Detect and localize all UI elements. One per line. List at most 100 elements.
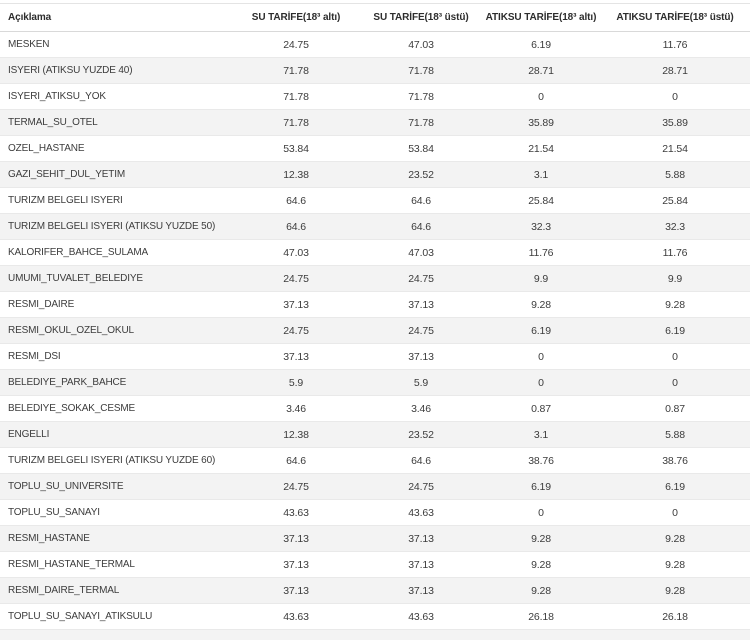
- cell-value: 26.18: [482, 603, 600, 630]
- row-label: RESMI_HASTANE: [0, 525, 232, 552]
- table-row[interactable]: TERMAL_SU_OTEL 71.78 71.78 35.89 35.89: [0, 109, 750, 136]
- table-row[interactable]: TOPLU_SU_UNIVERSITE 24.75 24.75 6.19 6.19: [0, 473, 750, 500]
- row-label: KALORIFER_BAHCE_SULAMA: [0, 239, 232, 266]
- table-row[interactable]: RESMI_HASTANE_TERMAL 37.13 37.13 9.28 9.28: [0, 551, 750, 578]
- cell-value: 64.6: [232, 187, 360, 214]
- table-row[interactable]: UMUMI_TUVALET_BELEDIYE 24.75 24.75 9.9 9.9: [0, 265, 750, 292]
- row-label: TOPLU_SU_SANAYI_ATIKSULU: [0, 603, 232, 630]
- row-label: ISYERI (ATIKSU YUZDE 40): [0, 57, 232, 84]
- row-label: BELEDIYE_SOKAK_CESME: [0, 395, 232, 422]
- table-row[interactable]: OZEL_HASTANE 53.84 53.84 21.54 21.54: [0, 135, 750, 162]
- table-row[interactable]: TURIZM BELGELI ISYERI (ATIKSU YUZDE 60) 6…: [0, 447, 750, 474]
- row-label: TERMAL_SU_OTEL: [0, 109, 232, 136]
- row-label: GAZI_SEHIT_DUL_YETIM: [0, 161, 232, 188]
- cell-value: 71.78: [360, 83, 482, 110]
- row-label: BELEDIYE_PARK_BAHCE: [0, 369, 232, 396]
- table-row[interactable]: BELEDIYE_SOKAK_CESME 3.46 3.46 0.87 0.87: [0, 395, 750, 422]
- table-row[interactable]: RESMI_OKUL_OZEL_OKUL 24.75 24.75 6.19 6.19: [0, 317, 750, 344]
- cell-value: 0: [482, 499, 600, 526]
- table-row[interactable]: BELEDIYE_PARK_BAHCE 5.9 5.9 0 0: [0, 369, 750, 396]
- cell-value: 6.19: [600, 317, 750, 344]
- row-label: TOPLU_SU_SANAYI: [0, 499, 232, 526]
- table-row[interactable]: MESKEN 24.75 47.03 6.19 11.76: [0, 31, 750, 58]
- cell-value: 0: [600, 369, 750, 396]
- table-row[interactable]: GAZI_SEHIT_DUL_YETIM 12.38 23.52 3.1 5.88: [0, 161, 750, 188]
- cell-value: 25.84: [482, 187, 600, 214]
- cell-value: 64.6: [360, 213, 482, 240]
- cell-value: 64.6: [360, 187, 482, 214]
- cell-value: 9.28: [600, 525, 750, 552]
- cell-value: 0: [482, 83, 600, 110]
- cell-value: 3.46: [360, 395, 482, 422]
- cell-value: 9.9: [482, 265, 600, 292]
- table-row[interactable]: ISYERI_ATIKSU_YOK 71.78 71.78 0 0: [0, 83, 750, 110]
- cell-value: 64.6: [232, 447, 360, 474]
- header-row: Açıklama SU TARİFE(18³ altı) SU TARİFE(1…: [0, 3, 750, 32]
- row-label: RESMI_DAIRE_TERMAL: [0, 577, 232, 604]
- table-row[interactable]: TOPLU_SU_SANAYI 43.63 43.63 0 0: [0, 499, 750, 526]
- cell-value: 37.13: [232, 291, 360, 318]
- row-label: TURIZM BELGELI ISYERI (ATIKSU YUZDE 50): [0, 213, 232, 240]
- cell-value: 0.87: [482, 395, 600, 422]
- cell-value: 37.13: [232, 551, 360, 578]
- cell-value: 9.28: [482, 525, 600, 552]
- column-header-su-tarife-alti[interactable]: SU TARİFE(18³ altı): [232, 3, 360, 32]
- cell-value: 71.78: [232, 83, 360, 110]
- tariff-table: Açıklama SU TARİFE(18³ altı) SU TARİFE(1…: [0, 3, 750, 640]
- table-row[interactable]: RESMI_DAIRE 37.13 37.13 9.28 9.28: [0, 291, 750, 318]
- cell-value: 9.28: [600, 551, 750, 578]
- cell-value: 5.88: [600, 421, 750, 448]
- cell-value: 9.28: [600, 577, 750, 604]
- cell-value: 9.28: [482, 551, 600, 578]
- table-row[interactable]: KALORIFER_BAHCE_SULAMA 47.03 47.03 11.76 11.…: [0, 239, 750, 266]
- column-header-atiksu-tarife-alti[interactable]: ATIKSU TARİFE(18³ altı): [482, 3, 600, 32]
- cell-value: 32.3: [600, 213, 750, 240]
- cell-value: 71.78: [232, 57, 360, 84]
- table-row[interactable]: TOPLU_SU_SANAYI_ATIKSULU 43.63 43.63 26.18 2…: [0, 603, 750, 630]
- cell-value: 28.71: [600, 57, 750, 84]
- cell-value: 6.19: [482, 317, 600, 344]
- table-row[interactable]: RESMI_DAIRE_TERMAL 37.13 37.13 9.28 9.28: [0, 577, 750, 604]
- cell-value: 11.76: [482, 239, 600, 266]
- cell-value: 5.88: [600, 161, 750, 188]
- cell-value: 71.78: [360, 57, 482, 84]
- cell-value: 47.03: [232, 239, 360, 266]
- table-row[interactable]: RESMI_DSI 37.13 37.13 0 0: [0, 343, 750, 370]
- cell-value: 43.63: [360, 603, 482, 630]
- cell-value: 43.63: [232, 603, 360, 630]
- row-label: UMUMI_TUVALET_BELEDIYE: [0, 265, 232, 292]
- cell-value: 3.46: [232, 395, 360, 422]
- column-header-aciklama[interactable]: Açıklama: [0, 3, 232, 32]
- cell-value: 25.84: [600, 187, 750, 214]
- cell-value: 21.54: [482, 135, 600, 162]
- cell-value: 37.13: [232, 343, 360, 370]
- cell-value: 0: [482, 369, 600, 396]
- cell-value: 9.28: [600, 291, 750, 318]
- cell-value: 0: [600, 499, 750, 526]
- column-header-atiksu-tarife-ustu[interactable]: ATIKSU TARİFE(18³ üstü): [600, 3, 750, 32]
- table-row[interactable]: ENGELLI 12.38 23.52 3.1 5.88: [0, 421, 750, 448]
- cell-value: 12.38: [232, 421, 360, 448]
- table-row[interactable]: TURIZM BELGELI ISYERI 64.6 64.6 25.84 25.84: [0, 187, 750, 214]
- cell-value: 23.52: [360, 161, 482, 188]
- cell-value: 38.76: [482, 447, 600, 474]
- cell-value: 24.75: [360, 473, 482, 500]
- table-row[interactable]: ISYERI (ATIKSU YUZDE 40) 71.78 71.78 28.71 2…: [0, 57, 750, 84]
- cell-value: 9.28: [482, 291, 600, 318]
- cell-value: 3.1: [482, 421, 600, 448]
- cell-value: 11.76: [600, 239, 750, 266]
- cell-value: 3.1: [482, 161, 600, 188]
- cell-value: 24.75: [232, 317, 360, 344]
- row-label: RESMI_HASTANE_TERMAL: [0, 551, 232, 578]
- cell-value: 35.89: [482, 109, 600, 136]
- table-row[interactable]: TURIZM BELGELI ISYERI (ATIKSU YUZDE 50) 6…: [0, 213, 750, 240]
- cell-value: 0.87: [600, 395, 750, 422]
- column-header-su-tarife-ustu[interactable]: SU TARİFE(18³ üstü): [360, 3, 482, 32]
- cell-value: 71.78: [360, 109, 482, 136]
- cell-value: 9.9: [600, 265, 750, 292]
- cell-value: 24.75: [232, 265, 360, 292]
- row-label: TURIZM BELGELI ISYERI: [0, 187, 232, 214]
- table-row[interactable]: RESMI_HASTANE 37.13 37.13 9.28 9.28: [0, 525, 750, 552]
- tariff-data-grid: Açıklama SU TARİFE(18³ altı) SU TARİFE(1…: [0, 3, 750, 630]
- cell-value: 6.19: [600, 473, 750, 500]
